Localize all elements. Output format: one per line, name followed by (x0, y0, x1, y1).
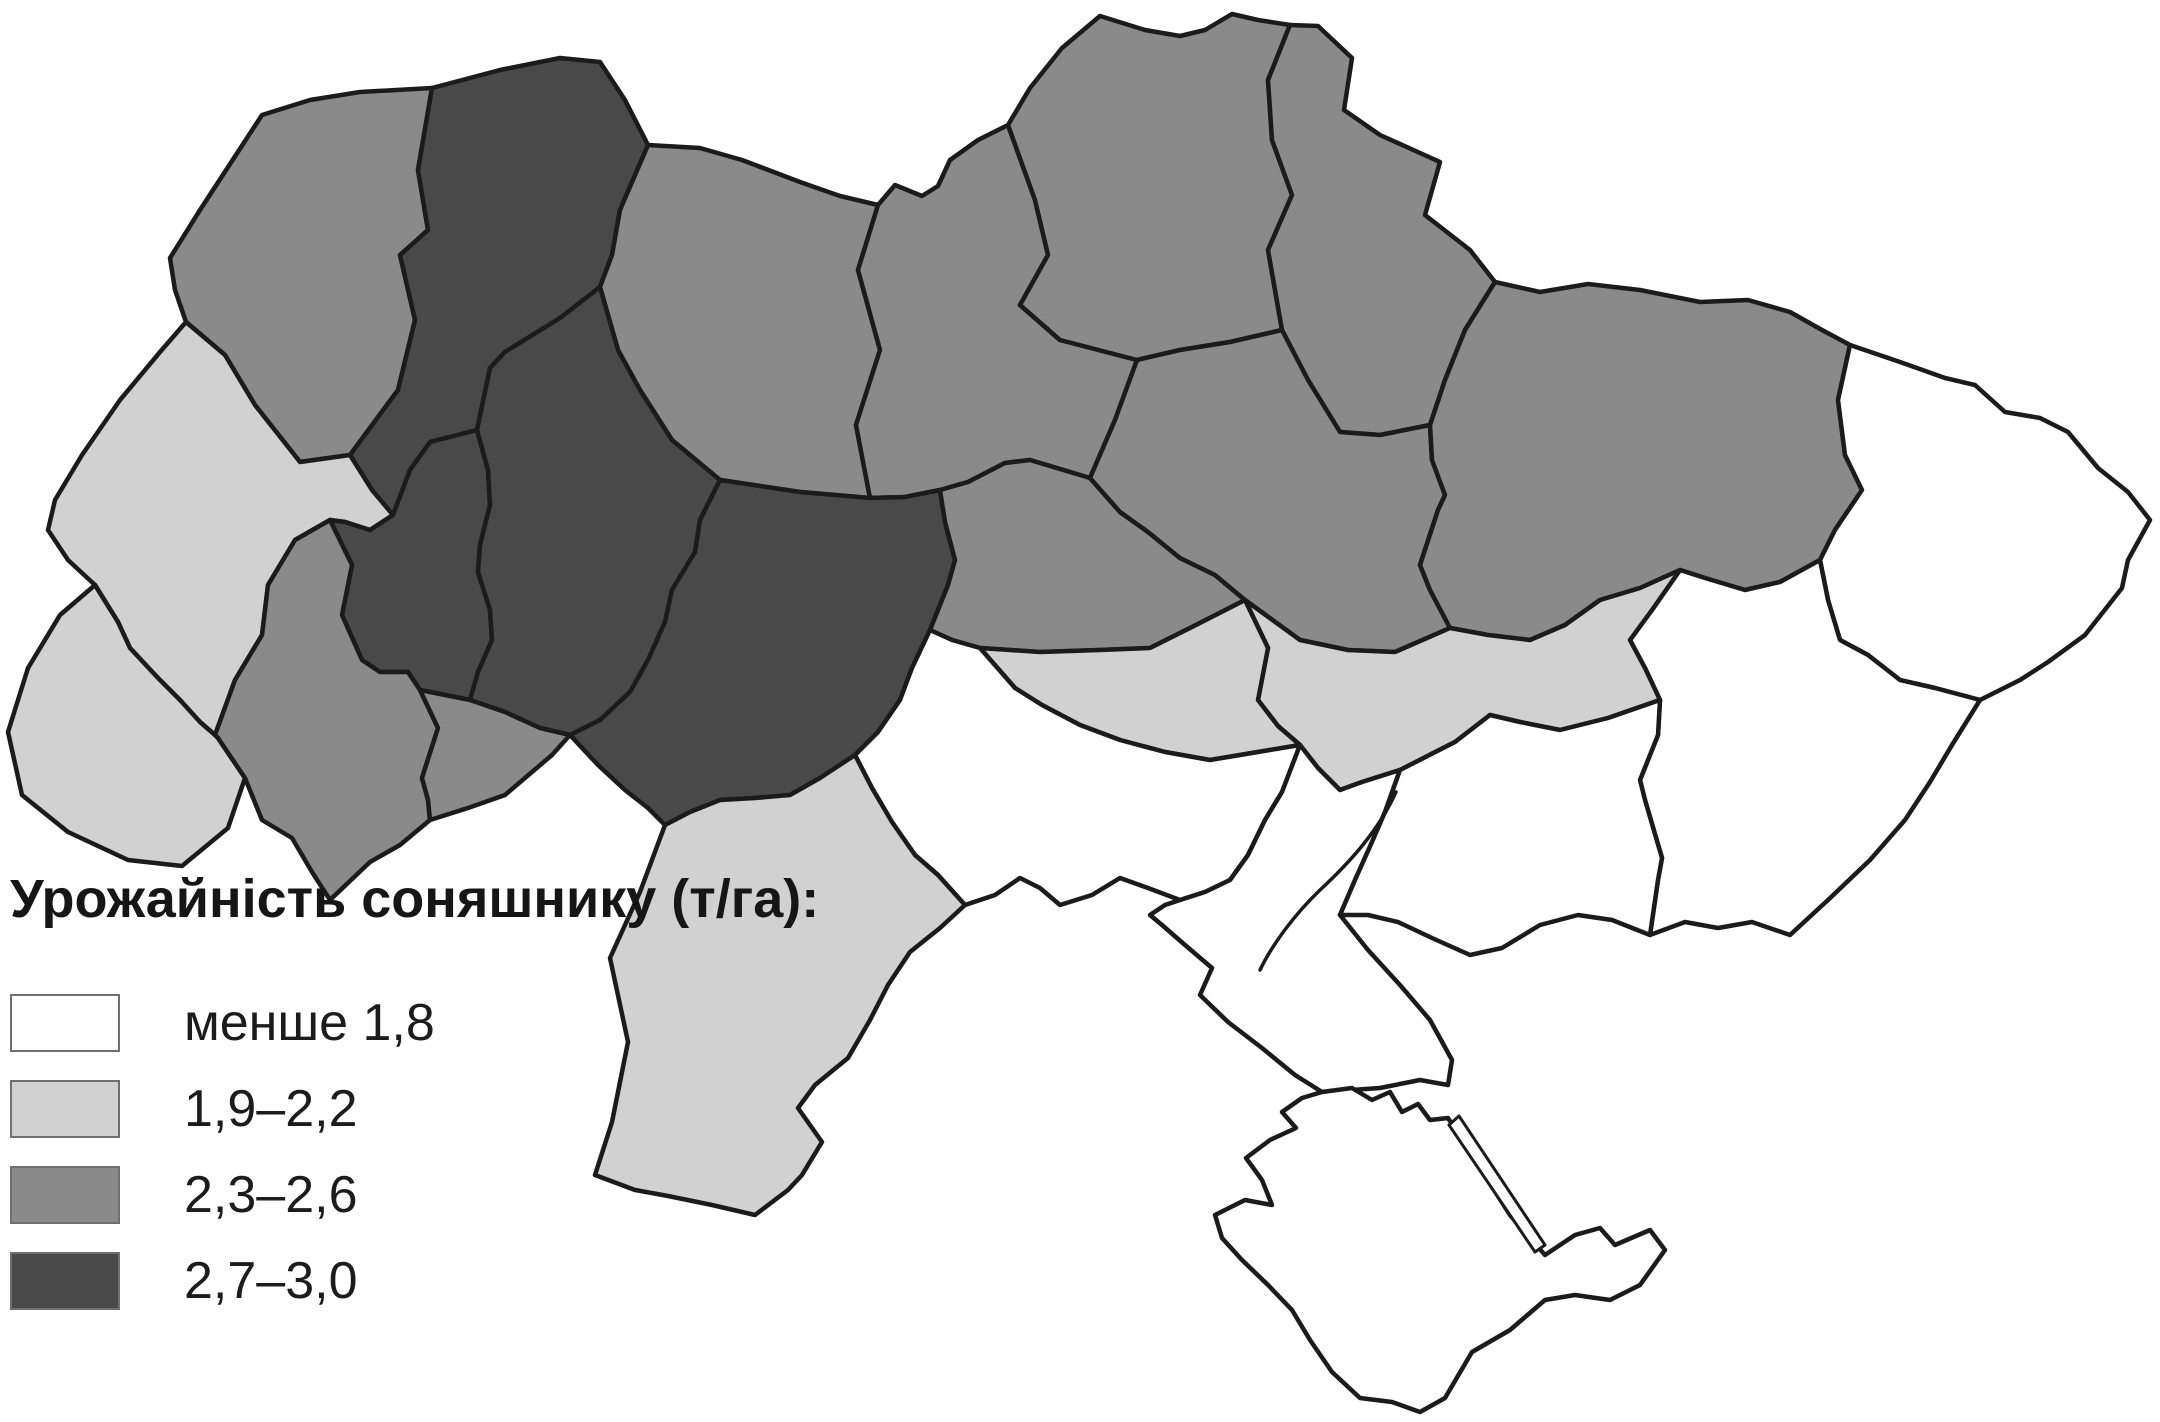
region-chernihiv (1005, 11, 1295, 363)
legend-title: Урожайність соняшнику (т/га): (10, 869, 820, 929)
legend-swatch-under-1-8 (10, 994, 120, 1053)
legend-swatch-2-7-3-0 (10, 1252, 120, 1311)
regions-layer (5, 11, 2153, 1415)
legend-swatch-2-3-2-6 (10, 1166, 120, 1225)
legend-item: 1,9–2,2 (10, 1080, 960, 1139)
legend-item: менше 1,8 (10, 994, 960, 1053)
dnipro-river-line (1258, 790, 1398, 972)
region-chernivtsi (417, 687, 573, 823)
region-zakarpattia (5, 582, 248, 869)
region-odesa (592, 752, 968, 1218)
region-crimea (1212, 1085, 1668, 1415)
legend-label: 2,7–3,0 (184, 1252, 358, 1311)
legend-item: 2,7–3,0 (10, 1252, 960, 1311)
region-zaporizhzhia (1337, 697, 1665, 958)
arabat-spit (1447, 1114, 1547, 1254)
legend-swatch-1-9-2-2 (10, 1080, 120, 1139)
legend-label: 1,9–2,2 (184, 1080, 358, 1139)
legend-label: менше 1,8 (184, 994, 435, 1053)
legend-item: 2,3–2,6 (10, 1166, 960, 1225)
legend-label: 2,3–2,6 (184, 1166, 358, 1225)
water-features-layer (1258, 790, 1547, 1254)
legend: Урожайність соняшнику (т/га): менше 1,8 … (10, 868, 960, 1338)
region-luhansk (1817, 342, 2153, 703)
